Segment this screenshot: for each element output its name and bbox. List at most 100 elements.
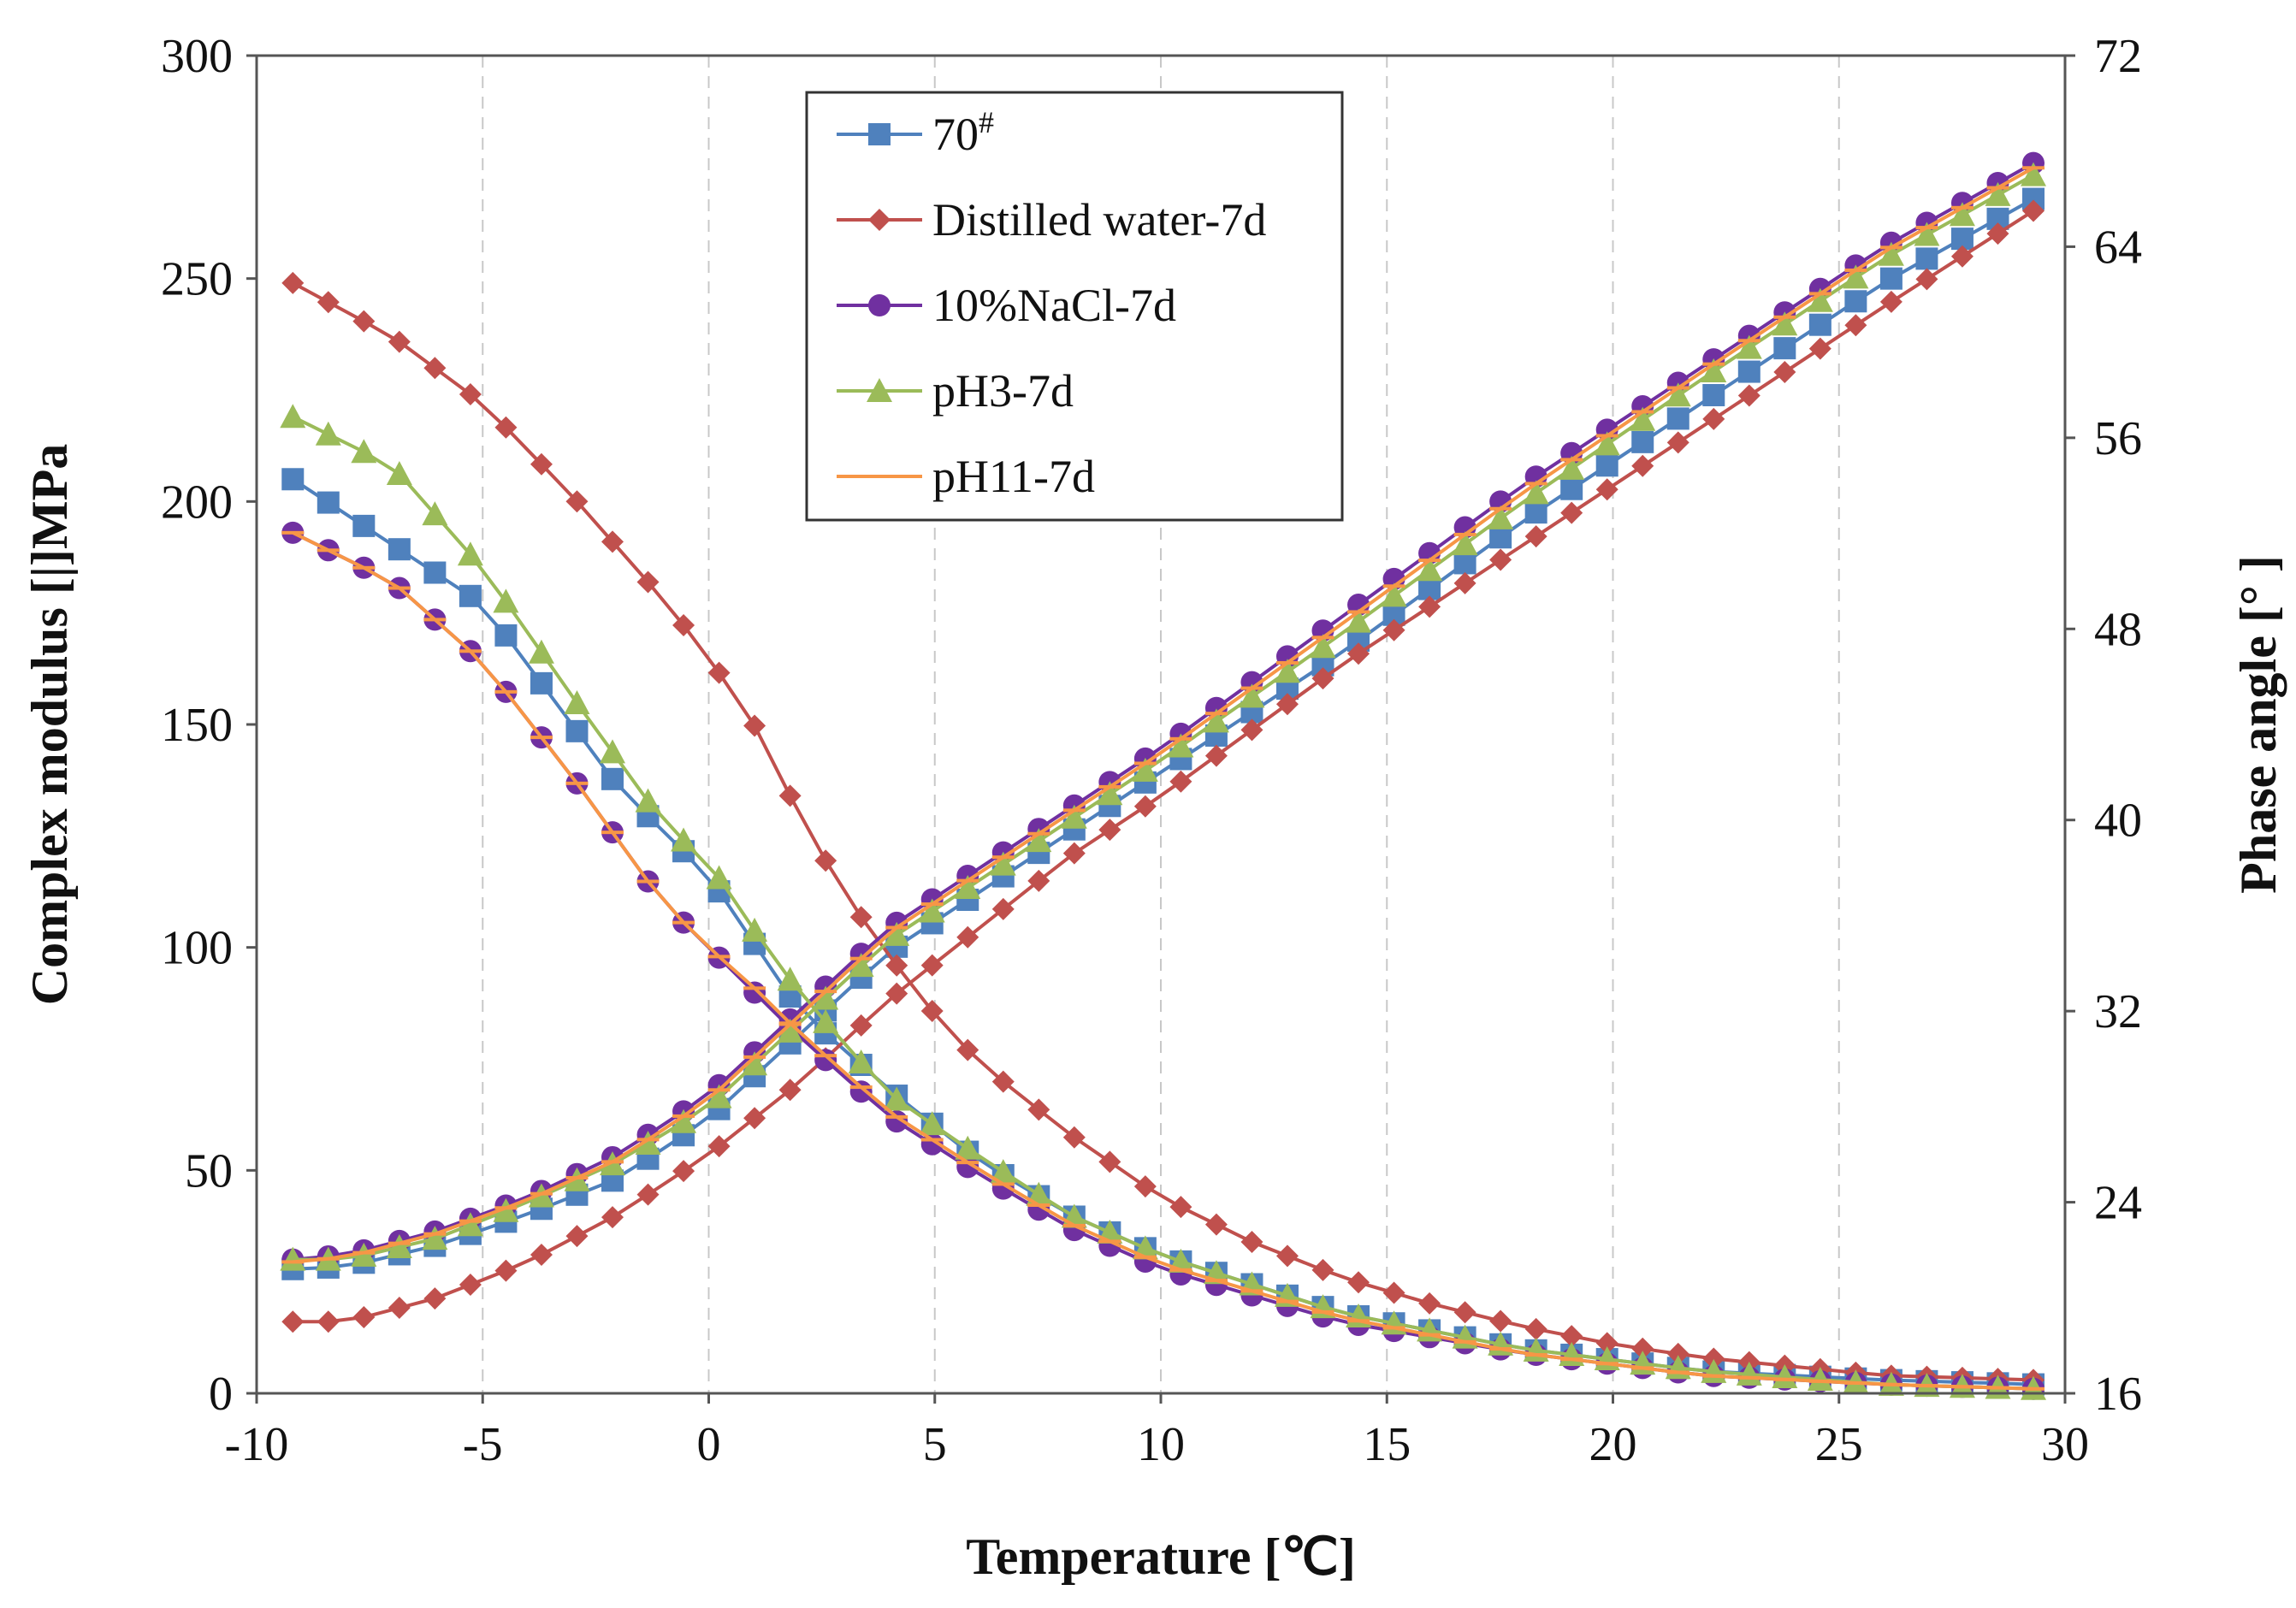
legend-item: 10%NaCl-7d — [837, 280, 1176, 331]
data-point-complex-modulus — [530, 736, 553, 740]
data-point-complex-modulus — [1240, 1231, 1263, 1254]
data-point-complex-modulus — [1772, 1363, 1798, 1388]
data-point-complex-modulus — [1807, 1367, 1833, 1392]
data-point-phase-angle — [671, 1108, 697, 1133]
legend-item: 70# — [837, 105, 994, 160]
x-tick-label: 10 — [1137, 1418, 1185, 1471]
data-point-phase-angle — [672, 1114, 695, 1118]
data-point-phase-angle — [422, 1226, 448, 1250]
data-point-complex-modulus — [849, 1085, 873, 1090]
legend-label-base: 70 — [932, 109, 979, 160]
data-point-complex-modulus — [743, 714, 766, 737]
data-point-complex-modulus — [281, 468, 305, 491]
data-point-phase-angle — [1489, 506, 1512, 511]
x-tick-label: -10 — [225, 1418, 289, 1471]
data-point-phase-angle — [457, 1212, 483, 1237]
data-point-phase-angle — [743, 1107, 766, 1130]
data-point-complex-modulus — [530, 671, 553, 695]
data-point-phase-angle — [1844, 268, 1867, 272]
data-point-complex-modulus — [1098, 1150, 1121, 1173]
data-point-complex-modulus — [813, 1008, 839, 1033]
y-right-tick-label: 64 — [2094, 221, 2142, 274]
data-point-phase-angle — [636, 1183, 660, 1206]
data-point-phase-angle — [1666, 431, 1689, 454]
legend-label: pH11-7d — [932, 451, 1095, 502]
legend-label: Distilled water-7d — [932, 194, 1266, 245]
data-point-complex-modulus — [1382, 1326, 1405, 1330]
data-point-complex-modulus — [315, 421, 341, 446]
data-point-phase-angle — [672, 1160, 695, 1183]
x-tick-label: 30 — [2041, 1418, 2089, 1471]
data-point-phase-angle — [1453, 532, 1476, 536]
data-point-complex-modulus — [281, 271, 305, 294]
data-point-complex-modulus — [920, 999, 944, 1022]
data-point-phase-angle — [1346, 608, 1372, 633]
data-point-complex-modulus — [706, 865, 732, 890]
data-point-phase-angle — [2022, 199, 2045, 222]
data-point-phase-angle — [1915, 268, 1938, 291]
legend-label: pH3-7d — [932, 365, 1074, 417]
data-point-complex-modulus — [848, 1049, 874, 1074]
series-ph3-7d — [280, 162, 2047, 1400]
data-point-phase-angle — [1773, 361, 1796, 384]
data-point-phase-angle — [1097, 781, 1123, 806]
data-point-complex-modulus — [1879, 1382, 1902, 1386]
legend-label: 70# — [932, 105, 994, 160]
legend: 70# Distilled water-7d 10%NaCl-7d pH3-7d pH1… — [805, 91, 1344, 522]
data-point-phase-angle — [1914, 222, 1940, 246]
data-point-phase-angle — [742, 1051, 768, 1076]
data-point-phase-angle — [1844, 314, 1867, 337]
data-point-phase-angle — [351, 1242, 377, 1267]
data-point-complex-modulus — [1382, 1281, 1405, 1304]
data-point-complex-modulus — [991, 1070, 1015, 1093]
data-point-complex-modulus — [1347, 1271, 1370, 1294]
data-point-complex-modulus — [2022, 1386, 2045, 1391]
data-point-complex-modulus — [459, 649, 482, 653]
data-point-phase-angle — [565, 1225, 589, 1248]
data-point-complex-modulus — [530, 452, 553, 476]
data-point-phase-angle — [1595, 454, 1618, 477]
data-point-phase-angle — [777, 1018, 803, 1043]
data-point-phase-angle — [1843, 264, 1869, 289]
data-point-complex-modulus — [1666, 1342, 1689, 1365]
data-point-complex-modulus — [459, 584, 482, 607]
data-point-complex-modulus — [1133, 1255, 1157, 1259]
data-point-phase-angle — [1595, 434, 1618, 438]
data-point-complex-modulus — [457, 541, 483, 566]
data-point-phase-angle — [778, 1022, 802, 1026]
data-point-phase-angle — [1879, 267, 1902, 290]
data-point-complex-modulus — [493, 588, 519, 613]
data-point-complex-modulus — [1027, 1098, 1050, 1121]
legend-item: Distilled water-7d — [837, 194, 1266, 245]
data-point-complex-modulus — [920, 1138, 944, 1142]
y-left-tick-label: 200 — [161, 476, 233, 529]
data-point-complex-modulus — [1453, 1339, 1476, 1344]
data-point-complex-modulus — [351, 439, 377, 464]
data-point-complex-modulus — [814, 849, 837, 872]
data-point-phase-angle — [849, 956, 873, 961]
data-point-complex-modulus — [601, 530, 624, 553]
data-point-complex-modulus — [1702, 1374, 1725, 1378]
data-point-phase-angle — [1736, 334, 1762, 359]
data-point-phase-angle — [423, 1232, 447, 1236]
legend-item: pH11-7d — [837, 451, 1095, 502]
data-point-complex-modulus — [991, 1182, 1015, 1186]
data-point-phase-angle — [1560, 501, 1583, 524]
data-point-phase-angle — [1808, 337, 1831, 360]
data-point-phase-angle — [530, 1191, 553, 1196]
data-point-phase-angle — [1027, 831, 1050, 836]
data-point-complex-modulus — [565, 781, 589, 785]
data-point-phase-angle — [956, 878, 979, 883]
data-point-complex-modulus — [422, 501, 448, 526]
data-point-complex-modulus — [423, 561, 447, 584]
data-point-phase-angle — [1310, 634, 1336, 659]
data-point-complex-modulus — [1595, 1362, 1618, 1366]
data-point-complex-modulus — [352, 310, 376, 333]
data-point-complex-modulus — [1773, 1377, 1796, 1381]
data-point-complex-modulus — [1702, 1347, 1725, 1370]
data-point-complex-modulus — [707, 955, 731, 959]
data-point-phase-angle — [1240, 718, 1263, 742]
data-point-phase-angle — [1844, 290, 1867, 313]
data-point-complex-modulus — [423, 618, 447, 622]
data-point-phase-angle — [1488, 505, 1514, 529]
